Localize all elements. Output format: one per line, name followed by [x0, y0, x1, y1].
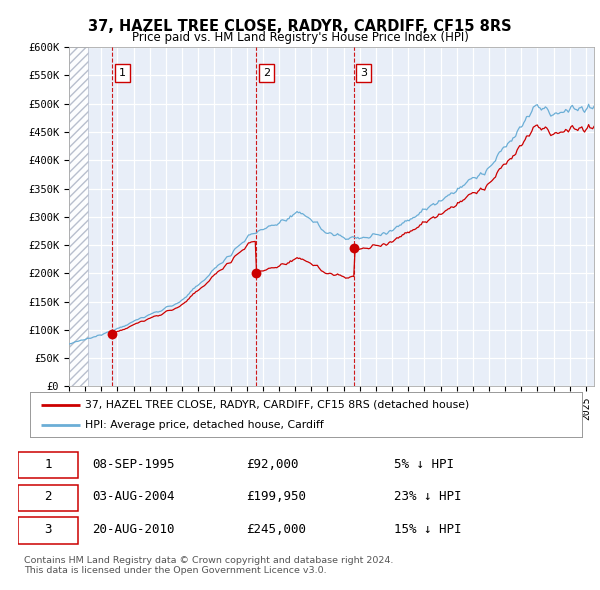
Text: 37, HAZEL TREE CLOSE, RADYR, CARDIFF, CF15 8RS (detached house): 37, HAZEL TREE CLOSE, RADYR, CARDIFF, CF… [85, 400, 469, 409]
Text: 3: 3 [44, 523, 52, 536]
Text: 15% ↓ HPI: 15% ↓ HPI [394, 523, 462, 536]
FancyBboxPatch shape [18, 517, 78, 544]
FancyBboxPatch shape [18, 485, 78, 511]
Text: 2: 2 [44, 490, 52, 503]
Text: 20-AUG-2010: 20-AUG-2010 [92, 523, 175, 536]
Text: 1: 1 [119, 68, 126, 78]
Text: 08-SEP-1995: 08-SEP-1995 [92, 457, 175, 470]
Text: £245,000: £245,000 [246, 523, 306, 536]
Text: 03-AUG-2004: 03-AUG-2004 [92, 490, 175, 503]
Text: 1: 1 [44, 457, 52, 470]
Point [349, 243, 359, 253]
Text: 2: 2 [263, 68, 270, 78]
Text: 5% ↓ HPI: 5% ↓ HPI [394, 457, 454, 470]
Text: 23% ↓ HPI: 23% ↓ HPI [394, 490, 462, 503]
Text: Price paid vs. HM Land Registry's House Price Index (HPI): Price paid vs. HM Land Registry's House … [131, 31, 469, 44]
Point [107, 330, 117, 339]
Text: This data is licensed under the Open Government Licence v3.0.: This data is licensed under the Open Gov… [24, 566, 326, 575]
Text: 37, HAZEL TREE CLOSE, RADYR, CARDIFF, CF15 8RS: 37, HAZEL TREE CLOSE, RADYR, CARDIFF, CF… [88, 19, 512, 34]
Text: HPI: Average price, detached house, Cardiff: HPI: Average price, detached house, Card… [85, 419, 324, 430]
Text: £92,000: £92,000 [246, 457, 299, 470]
Text: £199,950: £199,950 [246, 490, 306, 503]
Text: 3: 3 [360, 68, 367, 78]
Text: Contains HM Land Registry data © Crown copyright and database right 2024.: Contains HM Land Registry data © Crown c… [24, 556, 394, 565]
FancyBboxPatch shape [18, 452, 78, 478]
Point [251, 268, 261, 278]
